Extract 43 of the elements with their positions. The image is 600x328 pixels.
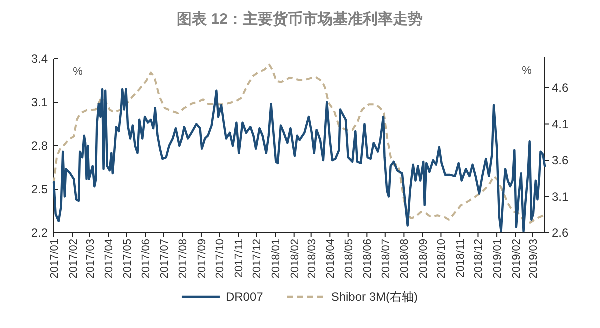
legend-label: DR007 (226, 290, 264, 304)
x-tick-label: 2017/05 (122, 239, 134, 279)
chart-title: 图表 12：主要货币市场基准利率走势 (177, 10, 423, 28)
x-tick-label: 2018/07 (380, 239, 392, 279)
y2-tick-label: 4.6 (552, 81, 570, 95)
x-tick-label: 2018/12 (473, 239, 486, 279)
x-tick-label: 2017/01 (49, 239, 61, 279)
x-tick-label: 2018/10 (436, 239, 448, 279)
x-tick-label: 2018/06 (362, 239, 374, 279)
x-tick-label: 2017/09 (196, 239, 208, 279)
x-tick-label: 2017/07 (158, 239, 171, 279)
x-tick-label: 2017/03 (84, 239, 97, 279)
y2-tick-label: 4.1 (552, 117, 570, 132)
legend-label: Shibor 3M(右轴) (331, 290, 418, 304)
x-tick-label: 2018/01 (270, 239, 283, 279)
x-tick-label: 2018/05 (343, 239, 356, 279)
x-tick-label: 2018/08 (399, 239, 412, 279)
y2-tick-label: 2.6 (552, 226, 570, 240)
y-axis-title: % (73, 66, 84, 78)
y2-tick-label: 3.6 (552, 154, 570, 168)
x-tick-label: 2018/04 (325, 239, 338, 279)
x-tick-label: 2019/02 (510, 239, 523, 279)
x-tick-label: 2017/11 (234, 239, 246, 278)
y-tick-label: 3.4 (31, 52, 48, 66)
y-tick-label: 3.1 (31, 96, 48, 110)
x-tick-label: 2017/06 (140, 239, 153, 279)
x-tick-label: 2018/03 (306, 239, 318, 279)
x-tick-label: 2018/09 (418, 239, 430, 279)
y2-tick-label: 3.1 (552, 190, 570, 204)
x-tick-label: 2017/08 (178, 239, 190, 279)
line-series (53, 64, 545, 224)
y-tick-label: 2.2 (31, 226, 48, 240)
x-tick-label: 2019/01 (492, 239, 504, 279)
x-tick-label: 2018/11 (455, 239, 468, 278)
x-tick-label: 2017/04 (104, 239, 116, 279)
y-tick-label: 2.5 (31, 182, 48, 196)
x-tick-label: 2017/10 (214, 239, 227, 279)
x-tick-label: 2018/02 (289, 239, 302, 279)
y2-axis-title: % (522, 65, 532, 77)
x-tick-label: 2019/03 (528, 239, 540, 279)
x-tick-label: 2017/02 (68, 239, 80, 279)
x-tick-label: 2017/12 (252, 239, 264, 279)
y-tick-label: 2.8 (31, 139, 48, 153)
